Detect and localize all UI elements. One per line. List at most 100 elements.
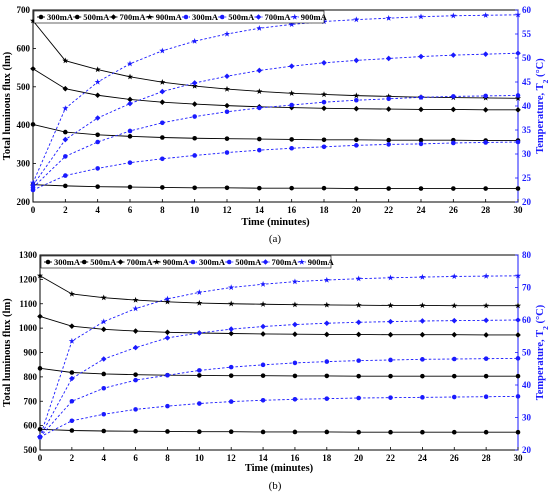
data-point [100,356,107,362]
data-point [228,399,234,404]
data-point [324,373,330,379]
data-point [483,186,488,191]
data-point [451,186,456,191]
data-point [62,57,69,64]
y2-tick-label: 35 [522,125,532,135]
data-point [515,93,521,98]
data-point [515,139,521,145]
y-tick-label: 600 [17,43,31,53]
data-point [260,429,266,435]
legend-label: 300mA [47,12,74,22]
data-point [196,330,203,336]
x-axis-title: Time (minutes) [245,463,314,474]
x-tick-label: 12 [227,453,237,463]
legend-marker [255,14,262,20]
data-point [132,328,139,334]
data-point [292,373,298,379]
data-point [165,403,170,409]
data-point [228,330,234,337]
data-point [386,142,391,147]
data-point [451,394,457,400]
data-point [353,105,360,112]
data-point [197,401,202,406]
data-point [63,129,68,135]
data-point [29,179,37,186]
legend-marker [183,14,189,20]
data-point [420,429,425,435]
data-point [292,360,298,366]
x-tick-label: 20 [354,453,364,463]
data-point [515,186,521,191]
data-point [95,132,100,138]
series-line-1 [39,428,518,433]
x-tick-label: 30 [514,205,524,215]
data-point [95,184,100,189]
legend-marker [146,13,153,20]
data-point [292,321,298,328]
data-point [321,60,327,66]
data-point [100,294,107,301]
data-point [386,137,391,143]
y-tick-label: 600 [24,421,38,431]
data-point [36,433,44,440]
x-tick-label: 16 [287,205,297,215]
x-tick-label: 10 [195,453,205,463]
legend-marker [153,258,160,265]
legend-box [33,10,325,24]
legend-label: 700mA [265,12,292,22]
x-tick-label: 10 [190,205,200,215]
data-point [30,182,36,188]
series-line-2 [32,123,518,142]
data-point [451,302,458,309]
data-point [68,290,75,297]
series-line-8 [39,275,519,438]
series-line-6 [39,357,519,438]
data-point [483,332,489,338]
series-line-5 [32,141,519,191]
data-point [289,145,294,151]
legend-marker [81,259,87,265]
data-point [418,106,424,113]
data-point [483,373,489,379]
data-point [356,358,361,363]
y2-axis-title: Temperature, T2 (°C) [535,304,550,400]
data-point [515,373,521,379]
data-point [388,357,393,363]
legend-label: 900mA [301,12,328,22]
legend-label: 300mA [54,257,81,267]
x-tick-label: 6 [133,453,138,463]
data-point [289,137,294,142]
series-line-3 [39,315,518,336]
data-point [69,375,75,382]
data-point [192,185,197,191]
data-point [101,385,107,391]
data-point [94,66,101,73]
data-point [385,14,392,21]
data-point [224,136,230,141]
data-point [419,318,426,324]
data-point [63,154,68,159]
data-point [482,107,489,113]
y-tick-label: 800 [24,372,38,382]
data-point [197,429,202,435]
data-point [450,12,457,19]
x-tick-label: 14 [255,205,265,215]
data-point [101,411,107,417]
data-point [224,150,230,155]
series-line-6 [32,94,519,188]
series-line-4 [32,20,519,99]
data-point [418,95,424,100]
data-point [69,370,75,375]
data-point [420,373,425,379]
data-point [196,299,203,306]
x-tick-label: 4 [95,205,100,215]
legend-marker [291,13,298,20]
data-point [451,356,457,362]
data-point [324,429,330,435]
data-point [355,319,362,326]
data-point [63,183,68,189]
data-point [223,85,231,92]
data-point [224,73,230,80]
data-point [418,53,424,60]
